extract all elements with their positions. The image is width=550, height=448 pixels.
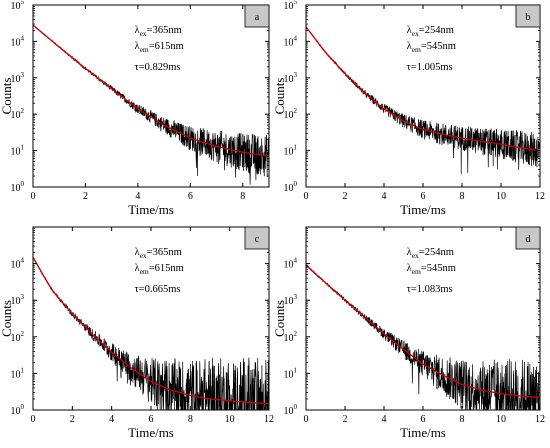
panel-badge-box [244, 226, 270, 250]
x-tick-label: 12 [535, 414, 545, 425]
x-axis-label: Time/ms [128, 425, 174, 440]
x-tick-label: 6 [149, 414, 154, 425]
x-tick-label: 4 [382, 191, 387, 202]
series-fit-line [33, 24, 269, 157]
x-tick-label: 6 [421, 414, 426, 425]
y-tick-label: 102 [11, 330, 25, 344]
y-tick-label: 105 [11, 0, 25, 12]
x-tick-label: 2 [70, 414, 75, 425]
panel-badge-box [515, 4, 541, 28]
x-axis-label: Time/ms [400, 202, 446, 217]
x-tick-label: 10 [225, 414, 235, 425]
x-tick-label: 8 [188, 414, 193, 425]
y-tick-label: 103 [11, 71, 25, 85]
chart-panel-a: 0 2 4 6 8 100 101 102 103 104 105 Time/ms Counts a λex… [0, 0, 270, 217]
x-axis-label: Time/ms [128, 202, 174, 217]
x-tick-label: 0 [304, 191, 309, 202]
y-axis-label: Counts [272, 300, 287, 337]
y-tick-label: 101 [11, 366, 25, 380]
x-tick-label: 6 [421, 191, 426, 202]
x-tick-label: 10 [496, 191, 506, 202]
annotation-em: λem=615nm [134, 41, 183, 54]
panel-badge-box [515, 226, 541, 250]
y-tick-label: 100 [11, 180, 25, 194]
x-tick-label: 6 [188, 191, 193, 202]
x-tick-label: 8 [460, 191, 465, 202]
panel-badge-box [244, 4, 270, 28]
y-tick-label: 103 [11, 293, 25, 307]
y-tick-label: 102 [284, 107, 298, 121]
y-tick-label: 101 [11, 144, 25, 158]
panel-badge-label: d [526, 234, 531, 245]
annotation-ex: λex=254nm [407, 247, 454, 260]
x-tick-label: 4 [382, 414, 387, 425]
annotation-em: λem=545nm [407, 41, 456, 54]
x-tick-label: 0 [304, 414, 309, 425]
y-tick-label: 100 [284, 403, 298, 417]
plot-frame [32, 4, 270, 188]
annotation-tau: τ=0.665ms [134, 284, 180, 295]
y-tick-label: 105 [284, 0, 298, 12]
y-axis-label: Counts [0, 78, 14, 115]
y-tick-label: 104 [284, 34, 298, 48]
x-tick-label: 2 [343, 191, 348, 202]
x-tick-label: 0 [31, 191, 36, 202]
y-tick-label: 100 [284, 180, 298, 194]
x-tick-label: 4 [109, 414, 114, 425]
series-fit-line [306, 26, 540, 152]
x-tick-label: 0 [31, 414, 36, 425]
x-tick-label: 2 [343, 414, 348, 425]
annotation-tau: τ=1.083ms [407, 284, 453, 295]
x-tick-label: 12 [535, 191, 545, 202]
annotation-tau: τ=1.005ms [407, 62, 453, 73]
x-tick-label: 8 [240, 191, 245, 202]
panel-badge-label: b [526, 12, 531, 23]
panel-badge-label: a [255, 12, 260, 23]
y-tick-label: 103 [284, 293, 298, 307]
x-tick-label: 4 [135, 191, 140, 202]
y-tick-label: 103 [284, 71, 298, 85]
annotation-tau: τ=0.829ms [134, 62, 180, 73]
annotation-ex: λex=254nm [407, 25, 454, 38]
y-tick-label: 102 [11, 107, 25, 121]
y-tick-label: 100 [11, 403, 25, 417]
series-fit-line [306, 264, 540, 399]
annotation-ex: λex=365nm [134, 247, 181, 260]
x-tick-label: 2 [83, 191, 88, 202]
annotation-em: λem=545nm [407, 263, 456, 276]
y-tick-label: 104 [11, 34, 25, 48]
y-axis-label: Counts [0, 300, 14, 337]
series-decay-line [33, 257, 269, 410]
chart-panel-b: 0 2 4 6 8 10 12 100 101 102 103 104 105 Time/ms Counts… [272, 0, 545, 217]
y-tick-label: 104 [284, 257, 298, 271]
x-tick-label: 10 [496, 414, 506, 425]
y-tick-label: 101 [284, 366, 298, 380]
series-fit-line [33, 256, 269, 405]
y-tick-label: 102 [284, 330, 298, 344]
y-axis-label: Counts [272, 78, 287, 115]
y-tick-label: 104 [11, 257, 25, 271]
chart-panel-c: 0 2 4 6 8 10 12 100 101 102 103 104 Time/ms Counts c λe… [0, 226, 274, 440]
x-tick-label: 12 [264, 414, 274, 425]
x-axis-label: Time/ms [400, 425, 446, 440]
chart-panel-d: 0 2 4 6 8 10 12 100 101 102 103 104 Time/ms Counts d λe… [272, 226, 545, 440]
annotation-em: λem=615nm [134, 263, 183, 276]
x-tick-label: 8 [460, 414, 465, 425]
panel-badge-label: c [255, 234, 260, 245]
y-tick-label: 101 [284, 144, 298, 158]
annotation-ex: λex=365nm [134, 25, 181, 38]
